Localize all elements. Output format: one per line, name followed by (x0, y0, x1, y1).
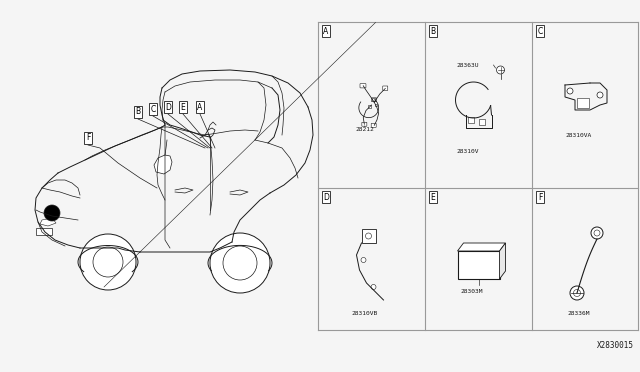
Text: 28212: 28212 (355, 127, 374, 132)
Circle shape (210, 233, 270, 293)
Bar (467, 117, 474, 123)
Text: 28310V: 28310V (456, 149, 479, 154)
Text: C: C (538, 26, 543, 35)
Text: 28310VA: 28310VA (565, 133, 591, 138)
Polygon shape (458, 243, 506, 251)
Polygon shape (154, 155, 172, 174)
Circle shape (361, 257, 366, 263)
FancyBboxPatch shape (371, 98, 376, 102)
Text: X2830015: X2830015 (597, 341, 634, 350)
Text: B: B (136, 108, 141, 116)
Circle shape (570, 286, 584, 300)
Circle shape (597, 92, 603, 98)
Text: F: F (538, 192, 542, 202)
Polygon shape (40, 218, 56, 226)
FancyBboxPatch shape (458, 251, 499, 279)
Circle shape (223, 246, 257, 280)
Circle shape (567, 88, 573, 94)
Text: 28303M: 28303M (461, 289, 483, 294)
Text: B: B (431, 26, 436, 35)
Circle shape (594, 230, 600, 236)
Circle shape (44, 205, 60, 221)
Circle shape (573, 289, 580, 296)
Text: 28336M: 28336M (567, 311, 589, 316)
Circle shape (365, 233, 371, 239)
FancyBboxPatch shape (383, 86, 388, 90)
Polygon shape (36, 228, 52, 235)
Bar (369, 105, 371, 108)
Text: 28363U: 28363U (456, 63, 479, 68)
Text: D: D (165, 103, 171, 112)
Circle shape (497, 66, 504, 74)
Polygon shape (499, 243, 506, 279)
Text: F: F (86, 134, 90, 142)
Text: E: E (431, 192, 435, 202)
Text: D: D (323, 192, 329, 202)
FancyBboxPatch shape (371, 124, 376, 127)
Bar (374, 104, 377, 106)
Circle shape (591, 227, 603, 239)
Circle shape (80, 234, 136, 290)
Circle shape (93, 247, 123, 277)
Text: 28310VB: 28310VB (351, 311, 378, 316)
Text: A: A (323, 26, 328, 35)
FancyBboxPatch shape (362, 122, 367, 126)
Bar (372, 98, 374, 101)
Bar (577, 98, 589, 108)
Circle shape (371, 285, 376, 289)
Text: C: C (150, 105, 156, 113)
FancyBboxPatch shape (360, 84, 366, 88)
Bar (479, 119, 484, 125)
Bar (362, 229, 376, 243)
Text: A: A (197, 103, 203, 112)
Text: E: E (180, 103, 186, 112)
